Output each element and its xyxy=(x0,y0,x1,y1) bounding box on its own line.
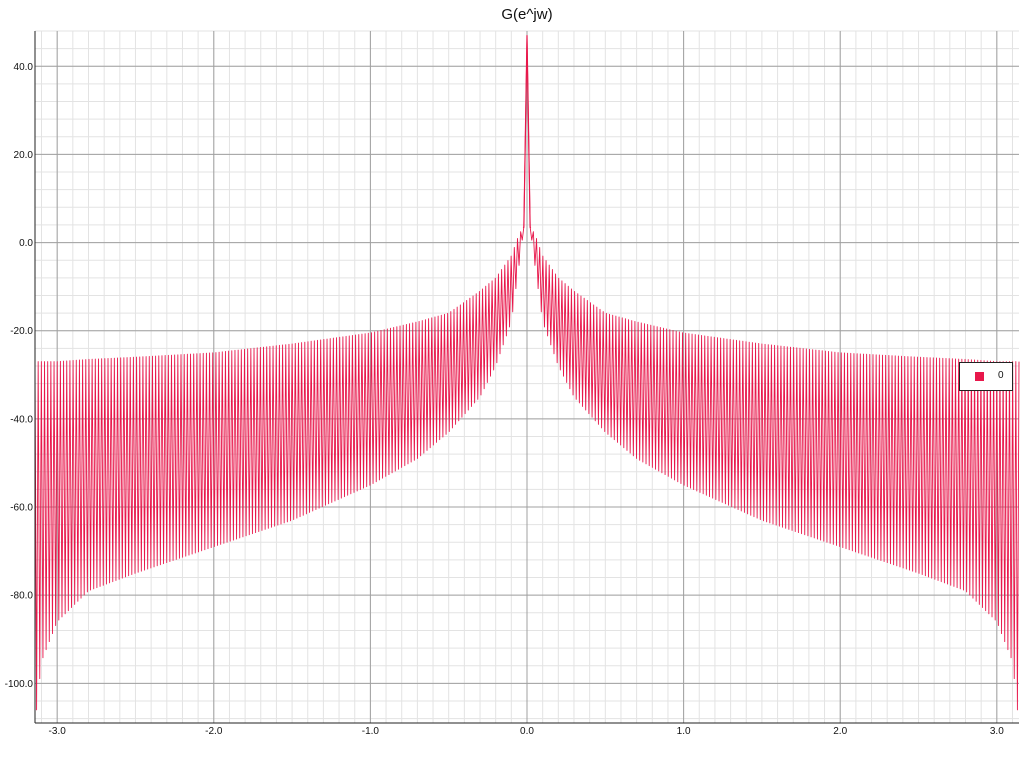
axes xyxy=(34,31,1019,724)
series-group xyxy=(34,34,1020,711)
x-tick-label: 1.0 xyxy=(677,726,691,737)
chart-title: G(e^jw) xyxy=(501,6,553,23)
y-tick-label: -100.0 xyxy=(5,679,34,690)
x-tick-label: 0.0 xyxy=(520,726,534,737)
y-tick-label: 40.0 xyxy=(14,62,34,73)
y-tick-label: -40.0 xyxy=(10,414,33,425)
x-tick-label: -3.0 xyxy=(49,726,67,737)
y-tick-label: -80.0 xyxy=(10,591,33,602)
legend-swatch xyxy=(975,372,984,381)
x-tick-label: -1.0 xyxy=(362,726,380,737)
y-tick-label: -60.0 xyxy=(10,503,33,514)
x-tick-label: -2.0 xyxy=(205,726,223,737)
y-tick-label: 0.0 xyxy=(19,238,33,249)
x-tick-label: 2.0 xyxy=(833,726,847,737)
x-tick-label: 3.0 xyxy=(990,726,1004,737)
series-peak-0 xyxy=(522,35,532,229)
y-tick-label: -20.0 xyxy=(10,326,33,337)
legend: 0 xyxy=(959,362,1013,391)
legend-label: 0 xyxy=(998,370,1004,381)
y-tick-labels: 40.0 20.0 0.0 -20.0 -40.0 -60.0 -80.0 -100.0 xyxy=(5,62,34,690)
y-tick-label: 20.0 xyxy=(14,150,34,161)
x-tick-labels: -3.0 -2.0 -1.0 0.0 1.0 2.0 3.0 xyxy=(49,726,1005,737)
